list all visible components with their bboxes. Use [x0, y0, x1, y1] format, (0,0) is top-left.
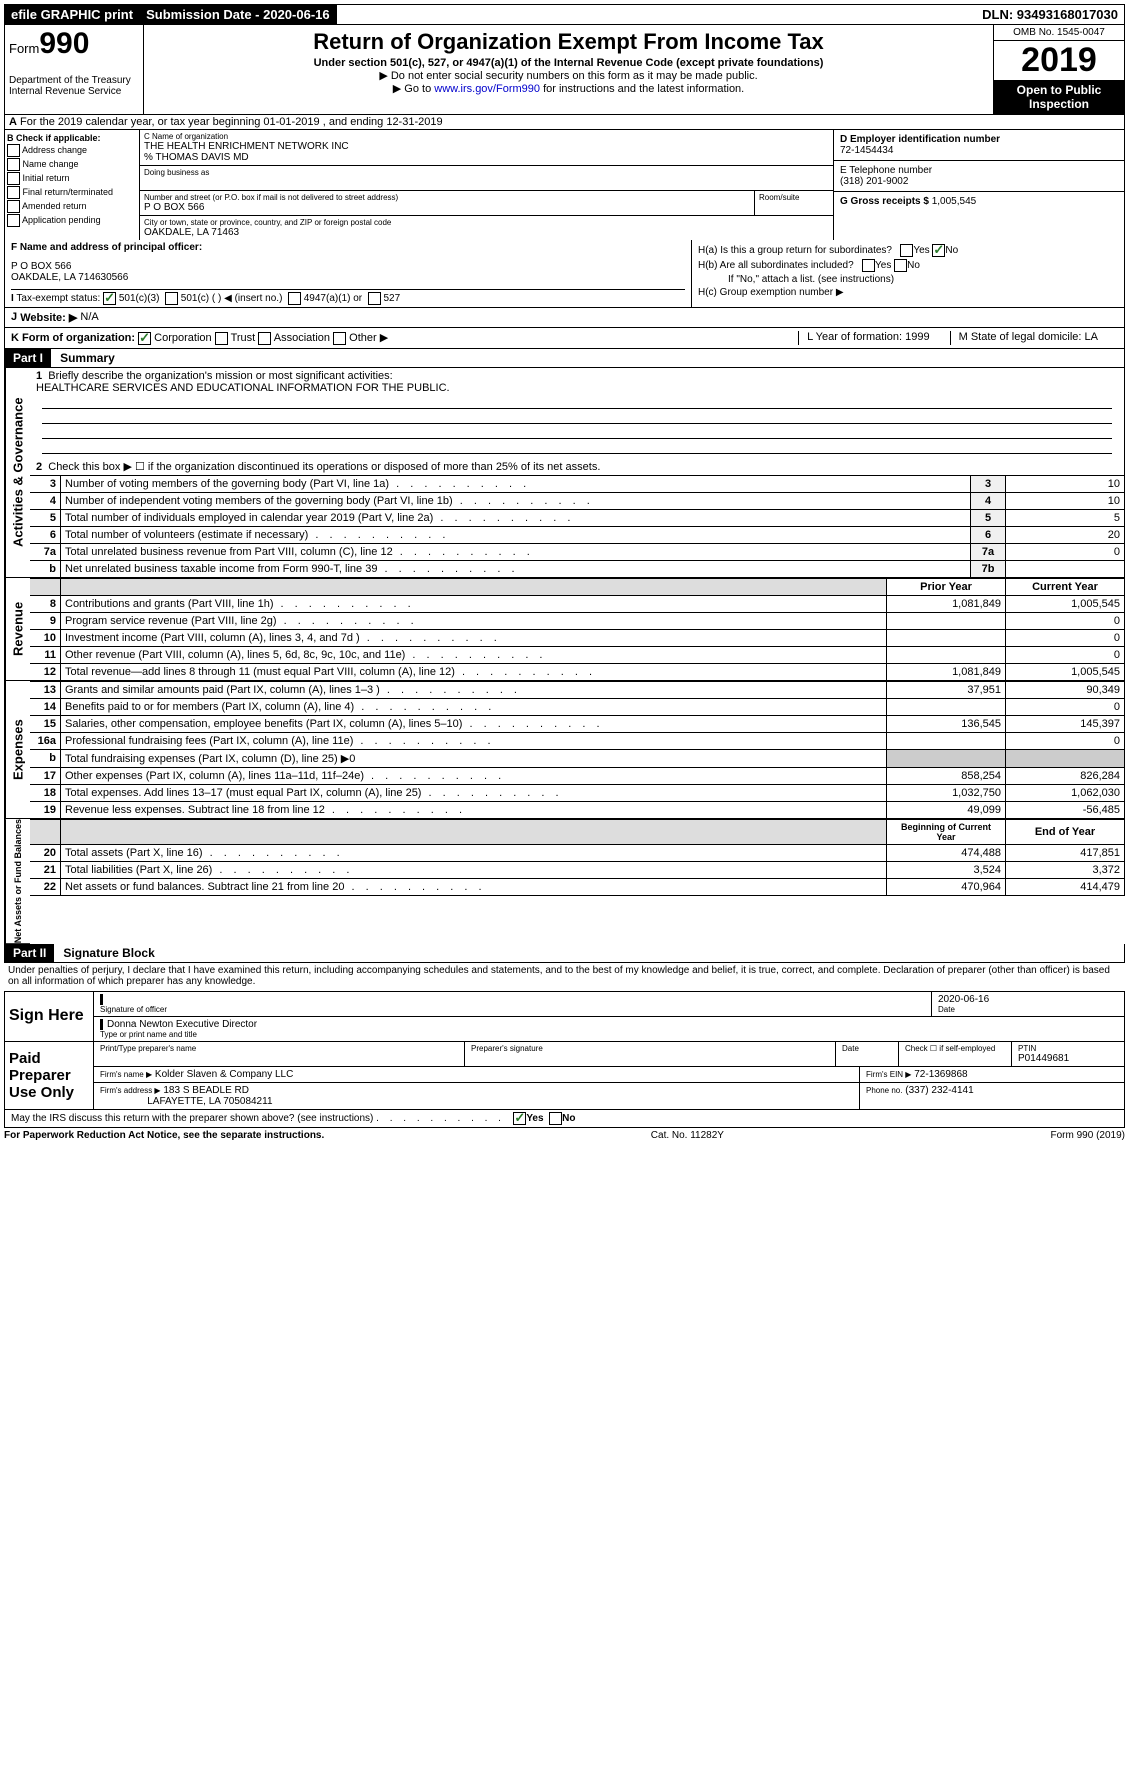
table-row: 11Other revenue (Part VIII, column (A), … [30, 646, 1125, 663]
dln: DLN: 93493168017030 [976, 5, 1124, 24]
table-row: 6Total number of volunteers (estimate if… [30, 526, 1125, 543]
table-row: 4Number of independent voting members of… [30, 492, 1125, 509]
table-row: 7aTotal unrelated business revenue from … [30, 543, 1125, 560]
table-row: 9Program service revenue (Part VIII, lin… [30, 612, 1125, 629]
form-header: Form990 Department of the Treasury Inter… [4, 25, 1125, 115]
table-row: 22Net assets or fund balances. Subtract … [30, 878, 1125, 895]
form-title: Return of Organization Exempt From Incom… [144, 25, 993, 114]
top-bar: efile GRAPHIC print Submission Date - 20… [4, 4, 1125, 25]
table-row: bNet unrelated business taxable income f… [30, 560, 1125, 577]
table-row: bTotal fundraising expenses (Part IX, co… [30, 749, 1125, 767]
section-fh: F Name and address of principal officer:… [4, 240, 1125, 308]
footer: For Paperwork Reduction Act Notice, see … [4, 1128, 1125, 1143]
box-b: B Check if applicable: Address change Na… [5, 130, 140, 240]
part2-header: Part II Signature Block [4, 944, 1125, 963]
table-row: 10Investment income (Part VIII, column (… [30, 629, 1125, 646]
table-row: 20Total assets (Part X, line 16)474,4884… [30, 844, 1125, 861]
entity-info: B Check if applicable: Address change Na… [4, 130, 1125, 240]
summary-expenses: Expenses 13Grants and similar amounts pa… [4, 681, 1125, 819]
box-h: H(a) Is this a group return for subordin… [692, 240, 1124, 307]
discuss-row: May the IRS discuss this return with the… [4, 1110, 1125, 1128]
summary-netassets: Net Assets or Fund Balances Beginning of… [4, 819, 1125, 944]
summary-governance: Activities & Governance 1 Briefly descri… [4, 368, 1125, 578]
row-j: J Website: ▶ N/A [4, 308, 1125, 328]
row-a: A For the 2019 calendar year, or tax yea… [4, 115, 1125, 130]
table-row: 18Total expenses. Add lines 13–17 (must … [30, 784, 1125, 801]
efile-label[interactable]: efile GRAPHIC print [5, 5, 140, 24]
table-row: 5Total number of individuals employed in… [30, 509, 1125, 526]
signature-section: Sign Here Signature of officer 2020-06-1… [4, 991, 1125, 1110]
table-row: 21Total liabilities (Part X, line 26)3,5… [30, 861, 1125, 878]
perjury-statement: Under penalties of perjury, I declare th… [4, 963, 1125, 989]
part1-header: Part I Summary [4, 349, 1125, 368]
instructions-link[interactable]: www.irs.gov/Form990 [434, 83, 540, 95]
year-box: OMB No. 1545-0047 2019 Open to Public In… [993, 25, 1124, 114]
table-row: 19Revenue less expenses. Subtract line 1… [30, 801, 1125, 818]
table-row: 3Number of voting members of the governi… [30, 475, 1125, 492]
row-k: K Form of organization: Corporation Trus… [4, 328, 1125, 349]
box-f: F Name and address of principal officer:… [5, 240, 692, 307]
table-row: 12Total revenue—add lines 8 through 11 (… [30, 663, 1125, 680]
table-row: 17Other expenses (Part IX, column (A), l… [30, 767, 1125, 784]
table-row: 14Benefits paid to or for members (Part … [30, 698, 1125, 715]
table-row: 8Contributions and grants (Part VIII, li… [30, 595, 1125, 612]
subdate: Submission Date - 2020-06-16 [140, 5, 337, 24]
box-deg: D Employer identification number 72-1454… [833, 130, 1124, 240]
table-row: 15Salaries, other compensation, employee… [30, 715, 1125, 732]
summary-revenue: Revenue Prior Year Current Year 8Contrib… [4, 578, 1125, 681]
form-number-box: Form990 Department of the Treasury Inter… [5, 25, 144, 114]
box-c: C Name of organization THE HEALTH ENRICH… [140, 130, 833, 240]
table-row: 13Grants and similar amounts paid (Part … [30, 681, 1125, 698]
table-row: 16aProfessional fundraising fees (Part I… [30, 732, 1125, 749]
